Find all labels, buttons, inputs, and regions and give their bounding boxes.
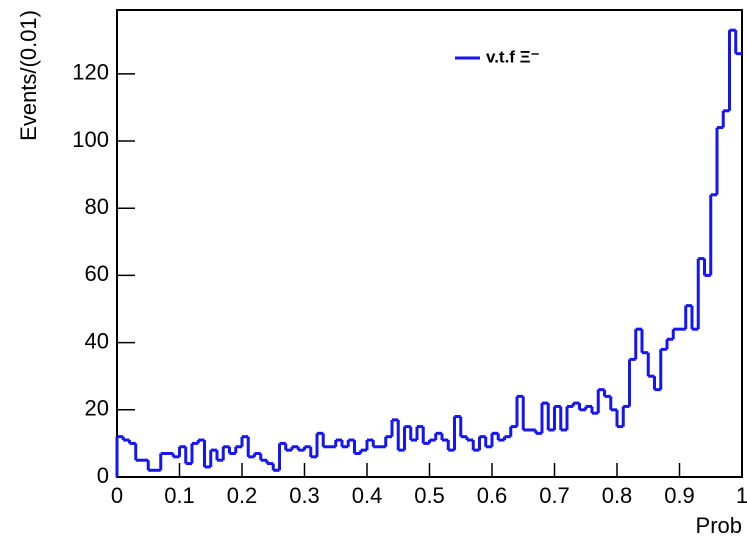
y-tick-label: 80: [85, 194, 109, 219]
y-tick-label: 40: [85, 328, 109, 353]
x-tick-label: 1: [736, 483, 747, 508]
y-axis-label: Events/(0.01): [16, 10, 41, 141]
x-tick-label: 0.7: [539, 483, 570, 508]
x-tick-label: 0.6: [477, 483, 508, 508]
legend-label: v.t.f Ξ⁻: [486, 47, 540, 66]
y-tick-label: 0: [97, 463, 109, 488]
x-tick-label: 0.3: [289, 483, 320, 508]
y-tick-label: 120: [72, 60, 109, 85]
x-axis-label: Prob: [696, 513, 742, 538]
x-tick-label: 0.8: [602, 483, 633, 508]
x-tick-label: 0: [111, 483, 123, 508]
plot-frame: [116, 9, 743, 478]
x-tick-label: 0.1: [164, 483, 195, 508]
y-tick-label: 20: [85, 396, 109, 421]
x-tick-label: 0.5: [414, 483, 445, 508]
y-tick-label: 100: [72, 127, 109, 152]
x-tick-label: 0.9: [664, 483, 695, 508]
x-tick-label: 0.4: [352, 483, 383, 508]
x-tick-label: 0.2: [227, 483, 258, 508]
y-tick-label: 60: [85, 261, 109, 286]
